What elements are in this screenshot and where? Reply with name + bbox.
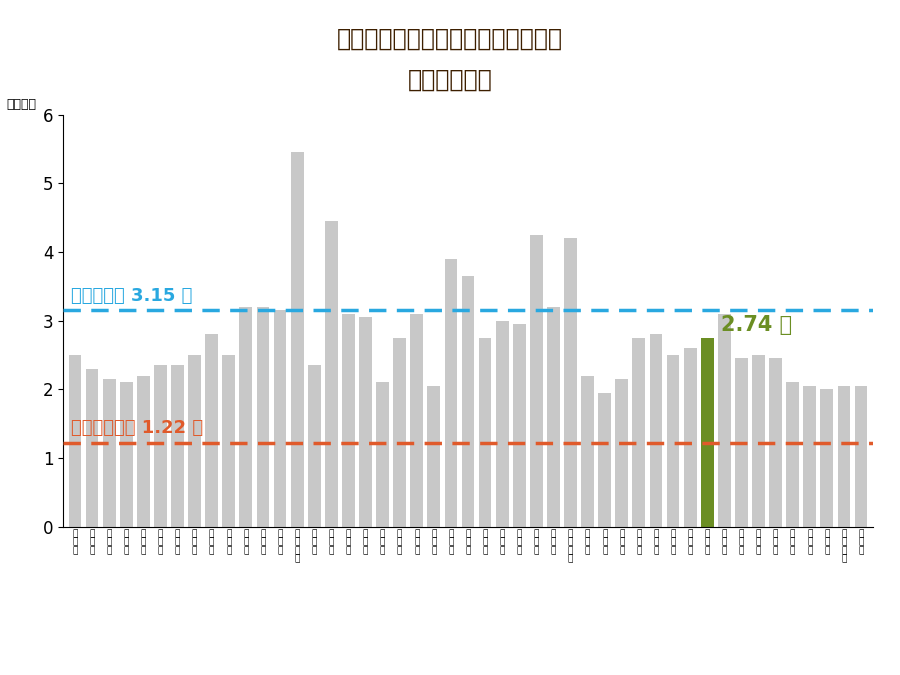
Bar — [393, 338, 406, 526]
Bar — [513, 324, 526, 526]
Bar — [308, 365, 320, 526]
Bar — [154, 365, 166, 526]
Bar — [137, 375, 149, 526]
Bar — [701, 338, 714, 526]
Bar — [359, 317, 372, 526]
Bar — [376, 383, 389, 526]
Text: 有効求人倍率: 有効求人倍率 — [408, 68, 492, 92]
Bar — [256, 307, 269, 526]
Bar — [325, 221, 338, 526]
Bar — [787, 383, 799, 526]
Bar — [462, 276, 474, 526]
Bar — [581, 375, 594, 526]
Bar — [855, 386, 868, 526]
Bar — [222, 355, 235, 526]
Bar — [188, 355, 201, 526]
Text: 愛媛県の介護関係の職種にかかわる: 愛媛県の介護関係の職種にかかわる — [337, 27, 563, 51]
Text: 介護職平均 3.15 倍: 介護職平均 3.15 倍 — [71, 287, 193, 305]
Bar — [667, 355, 680, 526]
Bar — [291, 153, 303, 526]
Bar — [735, 358, 748, 526]
Bar — [650, 334, 662, 526]
Bar — [86, 369, 98, 526]
Text: 2.74 倍: 2.74 倍 — [721, 315, 792, 335]
Bar — [838, 386, 850, 526]
Bar — [68, 355, 81, 526]
Bar — [205, 334, 218, 526]
Bar — [633, 338, 645, 526]
Bar — [428, 386, 440, 526]
Bar — [752, 355, 765, 526]
Bar — [274, 310, 286, 526]
Bar — [239, 307, 252, 526]
Bar — [445, 259, 457, 526]
Bar — [496, 321, 508, 526]
Bar — [684, 348, 697, 526]
Bar — [120, 383, 132, 526]
Bar — [342, 314, 355, 526]
Bar — [821, 389, 833, 526]
Bar — [171, 365, 184, 526]
Bar — [598, 393, 611, 526]
Bar — [564, 238, 577, 526]
Bar — [103, 379, 115, 526]
Bar — [616, 379, 628, 526]
Bar — [479, 338, 491, 526]
Bar — [547, 307, 560, 526]
Text: 全体産業平均 1.22 倍: 全体産業平均 1.22 倍 — [71, 419, 203, 437]
Bar — [804, 386, 816, 526]
Bar — [718, 314, 731, 526]
Bar — [530, 235, 543, 526]
Bar — [770, 358, 782, 526]
Bar — [410, 314, 423, 526]
Text: （倍率）: （倍率） — [6, 98, 36, 111]
